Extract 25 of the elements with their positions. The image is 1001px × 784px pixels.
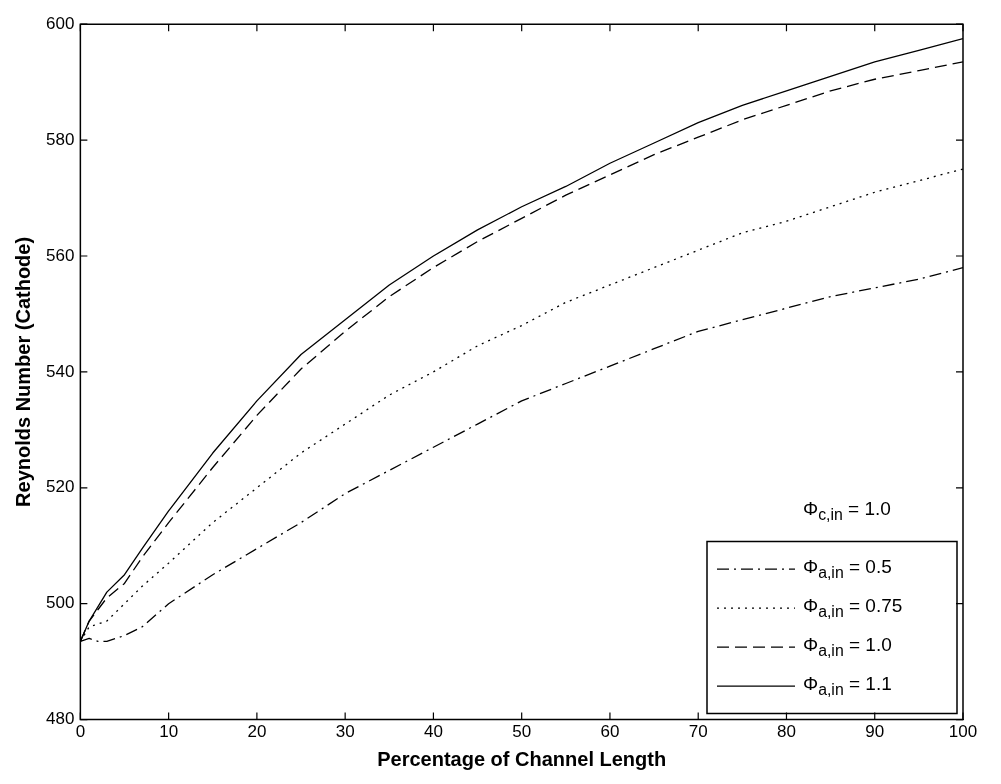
y-tick-label: 560 — [45, 245, 75, 265]
legend-label: Φ$_{a,in}$ = 0.75 — [803, 595, 903, 621]
x-tick-label: 20 — [247, 722, 267, 742]
y-tick-label: 600 — [45, 13, 75, 33]
x-tick-label: 70 — [688, 722, 708, 742]
x-tick-label: 10 — [159, 722, 179, 742]
annotation: Φ$_{c,in}$ = 1.0 — [803, 497, 891, 524]
y-tick-label: 580 — [45, 129, 75, 149]
x-tick-label: 60 — [600, 722, 620, 742]
legend-label: Φ$_{a,in}$ = 1.0 — [803, 634, 892, 660]
y-tick-label: 540 — [45, 361, 75, 381]
x-tick-label: 0 — [75, 722, 86, 742]
x-tick-label: 80 — [777, 722, 796, 742]
x-tick-label: 40 — [423, 722, 443, 742]
x-tick-label: 30 — [335, 722, 355, 742]
x-axis-title: Percentage of Channel Length — [377, 747, 667, 770]
y-tick-label: 500 — [45, 593, 75, 613]
y-axis-title: Reynolds Number (Cathode) — [11, 236, 34, 507]
x-tick-label: 50 — [512, 722, 532, 742]
legend-label: Φ$_{a,in}$ = 1.1 — [803, 673, 892, 699]
x-tick-label: 100 — [948, 722, 978, 742]
legend-label: Φ$_{a,in}$ = 0.5 — [803, 556, 892, 582]
x-tick-label: 90 — [865, 722, 885, 742]
y-tick-label: 520 — [45, 477, 75, 497]
y-tick-label: 480 — [45, 709, 75, 729]
